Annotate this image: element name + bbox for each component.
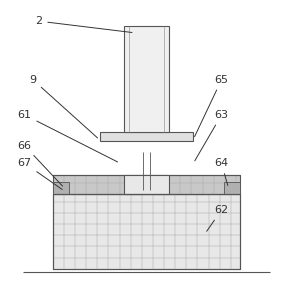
Bar bbox=[124, 25, 169, 132]
Bar bbox=[53, 175, 124, 194]
Text: 2: 2 bbox=[35, 16, 132, 32]
Bar bbox=[169, 175, 240, 194]
Text: 62: 62 bbox=[207, 205, 229, 231]
Bar bbox=[53, 175, 240, 194]
Text: 65: 65 bbox=[195, 75, 229, 137]
Bar bbox=[53, 182, 69, 194]
Bar bbox=[100, 132, 193, 141]
Bar bbox=[53, 194, 240, 269]
Text: 66: 66 bbox=[18, 141, 63, 186]
Bar bbox=[53, 194, 240, 269]
Text: 67: 67 bbox=[18, 158, 62, 189]
Text: 63: 63 bbox=[195, 110, 229, 161]
Bar bbox=[124, 175, 169, 194]
Text: 61: 61 bbox=[18, 110, 118, 162]
Text: 64: 64 bbox=[214, 158, 229, 185]
Text: 9: 9 bbox=[29, 75, 98, 138]
Bar bbox=[224, 182, 240, 194]
